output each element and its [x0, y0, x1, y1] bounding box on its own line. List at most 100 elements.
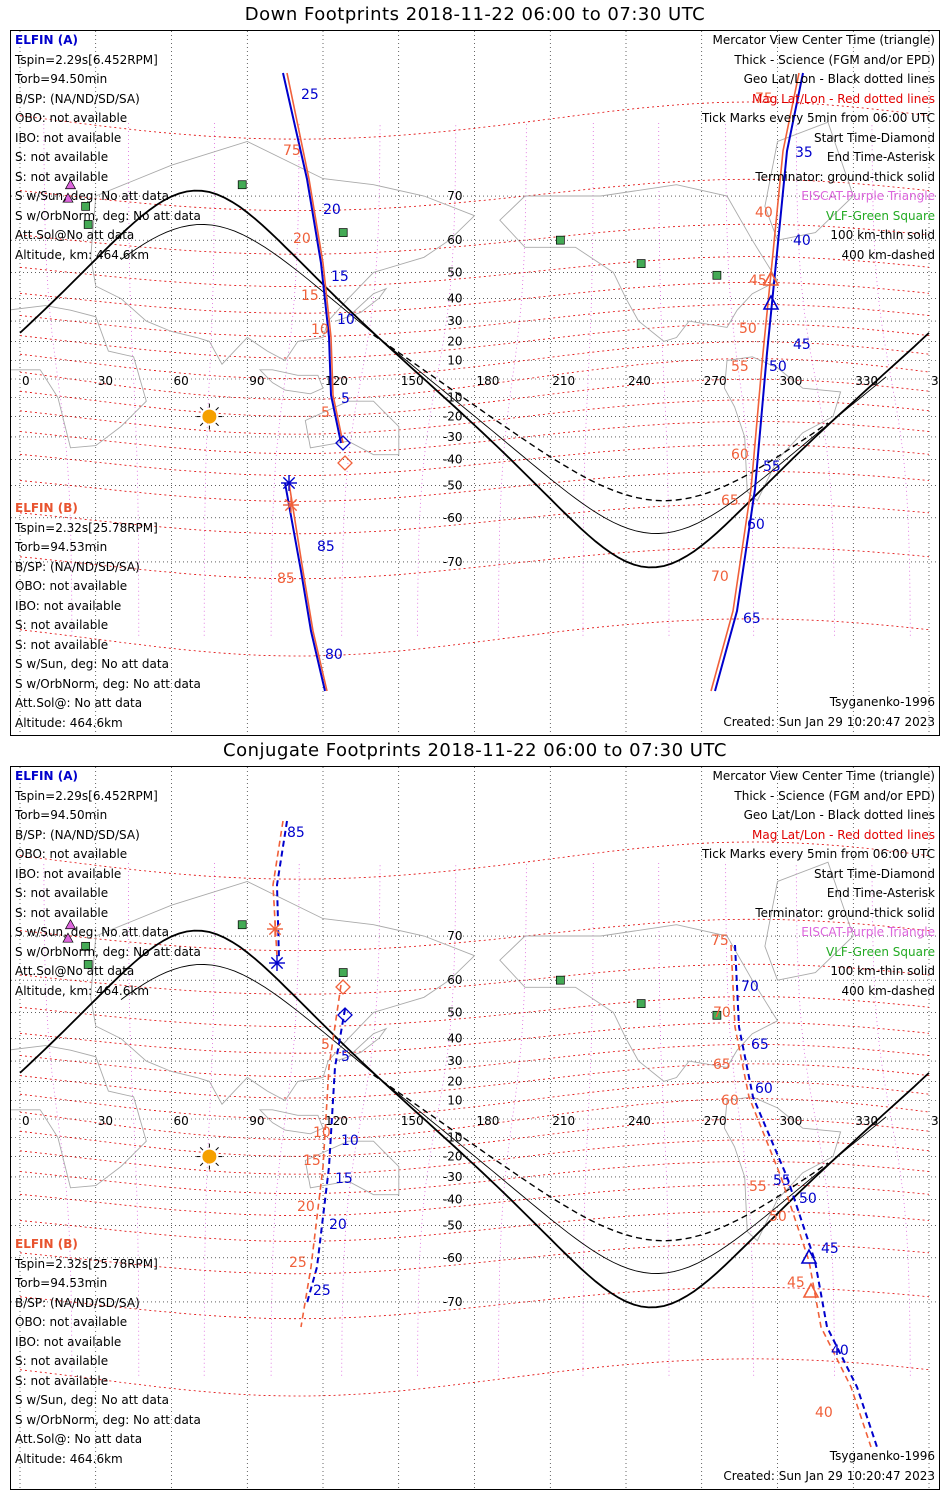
- mag-lon-line: [497, 122, 527, 636]
- mag-lon-line: [43, 122, 73, 636]
- elfin-b-track: [730, 944, 872, 1448]
- elfin-b-info-line: Att.Sol@: No att data: [15, 696, 143, 710]
- start-time-diamond: [335, 979, 351, 995]
- legend-entry: Thick - Science (FGM and/or EPD): [734, 52, 935, 67]
- model-name: Tsyganenko-1996: [829, 695, 935, 709]
- legend-entry: Start Time-Diamond: [813, 130, 935, 145]
- lon-tick-label: 270: [704, 1114, 727, 1128]
- mag-lon-line: [795, 122, 835, 636]
- sun-ray: [215, 1162, 219, 1167]
- lat-tick-label: -20: [443, 1150, 463, 1164]
- elfin-b-time-label: 55: [749, 1179, 767, 1195]
- lon-tick-label: 0: [22, 374, 30, 388]
- view-center-triangle: [762, 294, 780, 310]
- model-info: Tsyganenko-1996 Created: Sun Jan 29 10:2…: [723, 693, 935, 732]
- mag-lat-line: [19, 378, 930, 417]
- elfin-b-time-label: 25: [289, 1255, 307, 1271]
- created-timestamp: Created: Sun Jan 29 10:20:47 2023: [723, 1468, 935, 1483]
- elfin-b-info-line: IBO: not available: [15, 598, 122, 613]
- coastline: [764, 121, 854, 241]
- lon-tick-label: 210: [552, 1114, 575, 1128]
- elfin-a-info-line: OBO: not available: [15, 111, 128, 125]
- legend-entry: EISCAT-Purple Triangle: [801, 189, 935, 203]
- elfin-a-info-line: Altitude, km: 464.6km: [15, 247, 150, 262]
- elfin-a-info-line: Tspin=2.29s[6.452RPM]: [15, 52, 158, 67]
- model-info: Tsyganenko-1996 Created: Sun Jan 29 10:2…: [723, 1447, 935, 1486]
- lat-tick-label: -40: [443, 1192, 463, 1206]
- legend-entry: Mag Lat/Lon - Red dotted lines: [751, 827, 935, 842]
- elfin-b-info-line: S: not available: [15, 618, 109, 632]
- legend-entry: Terminator: ground-thick solid: [755, 169, 935, 184]
- terminator-100km: [120, 964, 887, 1274]
- legend-entry: Thick - Science (FGM and/or EPD): [734, 788, 935, 803]
- elfin-b-info-line: Altitude: 464.6km: [15, 715, 123, 730]
- elfin-b-time-label: 65: [713, 1057, 731, 1073]
- elfin-b-info-line: Tspin=2.32s[25.78RPM]: [15, 520, 158, 535]
- sun-icon: [202, 409, 217, 424]
- elfin-a-info-line: S w/Sun, deg: No att data: [15, 189, 169, 203]
- elfin-b-time-label: 75: [711, 933, 729, 949]
- lon-tick-label: 90: [249, 374, 264, 388]
- lon-tick-label: 0: [22, 1114, 30, 1128]
- lon-tick-label: 270: [704, 374, 727, 388]
- coastline: [11, 1045, 147, 1189]
- elfin-a-name: ELFIN (A): [15, 33, 78, 47]
- vlf-station-marker: [338, 968, 348, 977]
- mag-lat-line: [19, 963, 930, 995]
- lon-tick-label: 150: [401, 374, 424, 388]
- elfin-b-time-label: 60: [721, 1093, 739, 1109]
- model-name: Tsyganenko-1996: [829, 1449, 935, 1463]
- mag-lat-line: [19, 1098, 930, 1140]
- elfin-b-track: [710, 72, 800, 692]
- lat-tick-label: 50: [447, 1005, 462, 1019]
- sun-ray: [199, 422, 204, 427]
- elfin-b-time-label: 5: [321, 405, 330, 421]
- elfin-b-info-line: S w/Sun, deg: No att data: [15, 657, 169, 671]
- mag-lat-line: [19, 223, 930, 255]
- elfin-a-track: [306, 1008, 346, 1304]
- map-legend: Mercator View Center Time (triangle) Thic…: [702, 31, 935, 265]
- elfin-a-info-line: S: not available: [15, 150, 109, 164]
- coastline: [304, 400, 400, 456]
- coastline: [258, 369, 324, 395]
- elfin-b-info-line: IBO: not available: [15, 1334, 122, 1349]
- lat-tick-label: -50: [443, 1219, 463, 1233]
- mag-lat-line: [19, 841, 930, 880]
- elfin-a-time-label: 15: [331, 269, 349, 285]
- elfin-a-time-label: 85: [317, 539, 335, 555]
- elfin-b-info-line: Torb=94.53min: [15, 1276, 108, 1290]
- mag-lon-line: [417, 862, 457, 1376]
- view-center-triangle: [762, 270, 780, 286]
- elfin-a-time-label: 60: [755, 1081, 773, 1097]
- mag-lon-line: [871, 122, 911, 636]
- eiscat-station-marker: [64, 919, 77, 930]
- sun-ray: [199, 1147, 204, 1151]
- elfin-b-track: [286, 72, 344, 444]
- mag-lat-line: [19, 1211, 930, 1242]
- elfin-a-time-label: 65: [751, 1037, 769, 1053]
- elfin-b-time-label: 70: [711, 569, 729, 585]
- mag-lat-line: [19, 1358, 930, 1397]
- mag-lon-line: [270, 122, 300, 636]
- coastline: [499, 184, 779, 342]
- sun-icon: [202, 1149, 217, 1164]
- legend-entry: 400 km-dashed: [841, 247, 935, 262]
- elfin-a-info-line: S w/OrbNorm, deg: No att data: [15, 208, 201, 223]
- mag-lat-line: [19, 323, 930, 359]
- mag-lat-line: [19, 256, 930, 287]
- coastline: [90, 141, 476, 365]
- terminator-400km: [373, 1074, 829, 1242]
- lat-tick-label: -70: [443, 555, 463, 569]
- elfin-a-time-label: 70: [741, 979, 759, 995]
- mag-lon-line: [795, 862, 835, 1376]
- mag-lat-line: [19, 1287, 930, 1320]
- elfin-b-info-line: S w/Sun, deg: No att data: [15, 1393, 169, 1407]
- elfin-b-name: ELFIN (B): [15, 501, 78, 515]
- elfin-a-time-label: 25: [301, 87, 319, 103]
- lat-tick-label: -10: [443, 390, 463, 404]
- lat-tick-label: 50: [447, 265, 462, 279]
- elfin-a-info-line: B/SP: (NA/ND/SD/SA): [15, 91, 140, 106]
- elfin-a-time-label: 40: [831, 1343, 849, 1359]
- mag-lon-line: [341, 122, 381, 636]
- elfin-a-time-label: 10: [337, 312, 355, 328]
